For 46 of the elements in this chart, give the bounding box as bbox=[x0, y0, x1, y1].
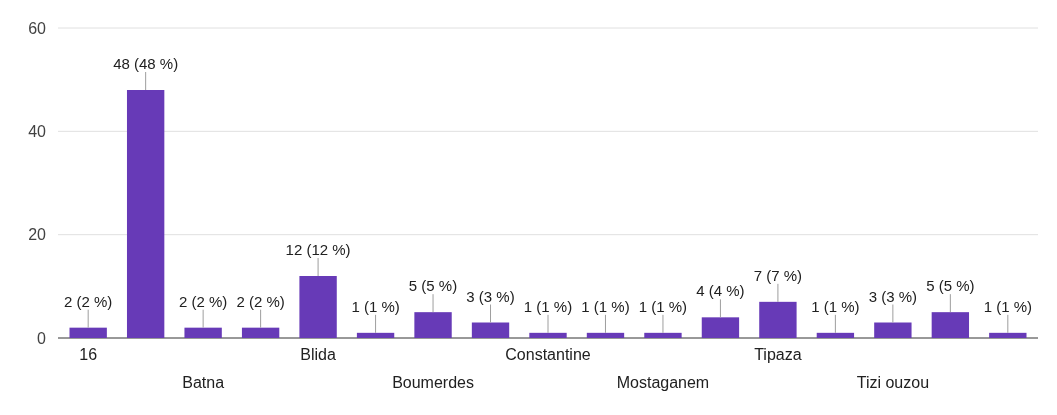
bar bbox=[184, 327, 222, 338]
data-label: 48 (48 %) bbox=[113, 55, 179, 72]
data-label: 3 (3 %) bbox=[868, 287, 918, 305]
bar bbox=[471, 322, 510, 338]
bar bbox=[816, 332, 855, 338]
x-tick-label: Mostaganem bbox=[616, 374, 710, 391]
x-tick-label: Batna bbox=[182, 374, 225, 391]
bar bbox=[931, 312, 970, 338]
data-label: 7 (7 %) bbox=[753, 266, 803, 284]
bar bbox=[874, 322, 912, 338]
bar bbox=[299, 276, 337, 338]
bar bbox=[586, 332, 625, 338]
bar bbox=[701, 317, 740, 338]
x-tick-label: Boumerdes bbox=[392, 374, 474, 391]
data-label: 1 (1 %) bbox=[581, 297, 630, 315]
data-label: 2 (2 %) bbox=[236, 292, 285, 310]
data-label: 3 (3 %) bbox=[466, 287, 515, 305]
bar bbox=[414, 312, 452, 338]
data-label: 1 (1 %) bbox=[983, 297, 1032, 315]
data-label: 1 (1 %) bbox=[523, 297, 573, 315]
data-label: 4 (4 %) bbox=[696, 282, 745, 300]
data-label: 5 (5 %) bbox=[926, 277, 975, 295]
data-label: 1 (1 %) bbox=[638, 297, 688, 315]
x-tick-label: Constantine bbox=[505, 346, 591, 363]
x-tick-label: Tipaza bbox=[754, 346, 802, 363]
bar bbox=[529, 332, 567, 338]
x-tick-label: Blida bbox=[300, 346, 336, 363]
bar bbox=[759, 301, 797, 338]
bar bbox=[989, 332, 1027, 338]
data-label: 1 (1 %) bbox=[811, 297, 860, 315]
bar bbox=[356, 332, 395, 338]
data-label: 5 (5 %) bbox=[408, 277, 458, 295]
bar bbox=[241, 327, 280, 338]
data-label: 2 (2 %) bbox=[178, 292, 228, 310]
bar bbox=[644, 332, 682, 338]
data-label: 1 (1 %) bbox=[351, 297, 400, 315]
y-tick-label: 60 bbox=[28, 19, 47, 37]
x-tick-label: Tizi ouzou bbox=[856, 374, 930, 391]
y-tick-label: 20 bbox=[28, 226, 47, 244]
y-tick-label: 40 bbox=[28, 122, 47, 140]
data-label: 2 (2 %) bbox=[64, 292, 113, 310]
y-tick-label: 0 bbox=[37, 329, 47, 347]
bar bbox=[69, 327, 107, 338]
data-label: 12 (12 %) bbox=[285, 241, 351, 258]
bar bbox=[126, 90, 165, 338]
x-tick-label: 16 bbox=[79, 346, 98, 363]
